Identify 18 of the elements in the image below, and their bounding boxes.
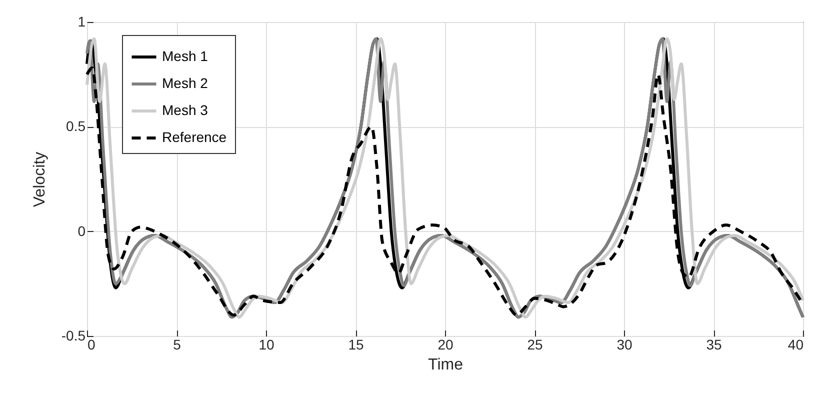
x-tick-label: 25 [527, 336, 543, 352]
x-tick-label: 10 [258, 336, 274, 352]
legend-label: Mesh 1 [162, 48, 208, 64]
legend-label: Reference [162, 129, 227, 145]
y-axis-title: Velocity [31, 152, 48, 208]
x-axis-title: Time [428, 356, 464, 374]
x-tick-label: 35 [706, 336, 722, 352]
x-tick-label: 20 [438, 336, 454, 352]
legend-label: Mesh 2 [162, 75, 208, 91]
y-tick-label: 0.5 [66, 118, 86, 134]
x-tick-label: 30 [616, 336, 632, 352]
x-tick-label: 40 [788, 336, 804, 352]
y-tick-label: 0 [78, 222, 86, 239]
y-tick-label: -0.5 [61, 328, 86, 344]
x-tick-label: 5 [173, 336, 182, 352]
y-tick-label: 1 [78, 14, 86, 30]
legend-label: Mesh 3 [162, 102, 208, 118]
x-tick-label: 15 [348, 336, 364, 352]
